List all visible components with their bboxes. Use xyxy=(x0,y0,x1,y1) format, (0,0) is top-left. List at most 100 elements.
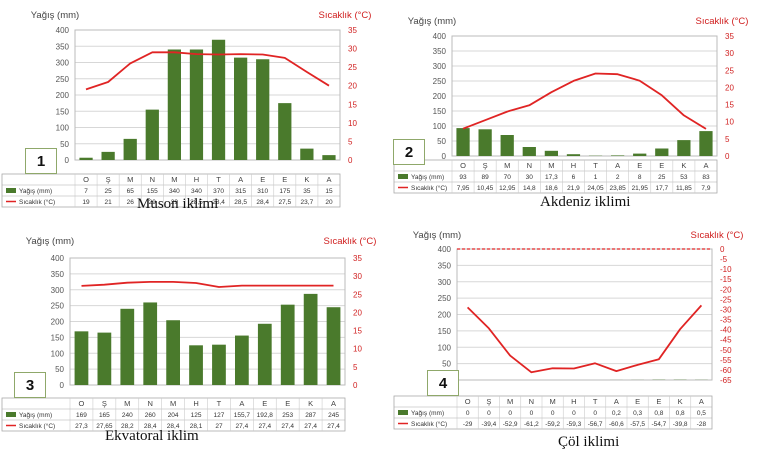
rain-value: 155 xyxy=(147,188,158,195)
temp-value: 27,4 xyxy=(327,423,340,430)
bar xyxy=(212,40,225,160)
rain-value: 89 xyxy=(482,174,490,181)
right-tick-label: 35 xyxy=(348,26,357,35)
rain-value: 70 xyxy=(504,174,512,181)
month-label: M xyxy=(170,399,176,408)
legend-rain-label: Yağış (mm) xyxy=(411,174,444,181)
month-label: T xyxy=(216,175,221,184)
rain-value: 0 xyxy=(508,410,512,417)
right-tick-label: 25 xyxy=(725,66,734,75)
month-label: A xyxy=(703,161,708,170)
temp-value: -59,2 xyxy=(545,421,560,428)
month-label: A xyxy=(699,397,704,406)
bar xyxy=(124,139,137,160)
rain-value: 17,3 xyxy=(545,174,558,181)
month-label: M xyxy=(171,175,177,184)
bar xyxy=(146,110,159,160)
right-tick-label: 15 xyxy=(725,101,734,110)
month-label: H xyxy=(571,161,576,170)
month-label: M xyxy=(550,397,556,406)
month-label: O xyxy=(83,175,89,184)
rain-value: 6 xyxy=(572,174,576,181)
legend-temp-label: Sıcaklık (°C) xyxy=(411,184,447,192)
right-tick-label: 20 xyxy=(725,83,734,92)
bar xyxy=(545,151,558,156)
temp-value: 27,3 xyxy=(75,423,88,430)
rain-value: 93 xyxy=(459,174,467,181)
month-label: N xyxy=(529,397,534,406)
month-label: A xyxy=(238,175,243,184)
bar xyxy=(258,324,272,385)
rain-value: 169 xyxy=(76,412,87,419)
legend-rain-swatch xyxy=(6,188,16,193)
month-label: M xyxy=(127,175,133,184)
left-tick-label: 150 xyxy=(438,327,452,336)
left-axis-title: Yağış (mm) xyxy=(31,10,79,21)
left-tick-label: 150 xyxy=(56,107,70,116)
month-label: E xyxy=(656,397,661,406)
left-tick-label: 0 xyxy=(60,381,65,390)
month-label: O xyxy=(465,397,471,406)
month-label: H xyxy=(571,397,576,406)
month-label: E xyxy=(260,175,265,184)
bar xyxy=(655,149,668,157)
bar xyxy=(567,154,580,156)
bar xyxy=(300,149,313,160)
temp-value: 14,8 xyxy=(523,185,536,192)
right-tick-label: 5 xyxy=(348,137,353,146)
chart-svg: Yağış (mm)Sıcaklık (°C)05010015020025030… xyxy=(392,8,757,218)
temperature-line xyxy=(82,282,334,287)
month-label: T xyxy=(593,161,598,170)
right-tick-label: -65 xyxy=(720,376,732,385)
month-label: T xyxy=(593,397,598,406)
left-tick-label: 400 xyxy=(438,245,452,254)
month-label: O xyxy=(79,399,85,408)
right-tick-label: 10 xyxy=(348,119,357,128)
temp-value: 21 xyxy=(105,199,113,206)
right-tick-label: -25 xyxy=(720,295,732,304)
left-tick-label: 200 xyxy=(51,318,65,327)
right-tick-label: 20 xyxy=(348,82,357,91)
caption-akdeniz: Akdeniz iklimi xyxy=(540,194,630,211)
left-tick-label: 400 xyxy=(56,26,70,35)
month-label: E xyxy=(262,399,267,408)
right-axis-title: Sıcaklık (°C) xyxy=(324,236,377,247)
bar xyxy=(677,140,690,156)
bar xyxy=(699,131,712,156)
right-tick-label: -45 xyxy=(720,336,732,345)
right-axis-title: Sıcaklık (°C) xyxy=(691,230,744,241)
left-tick-label: 150 xyxy=(433,107,447,116)
rain-value: 1 xyxy=(594,174,598,181)
left-tick-label: 200 xyxy=(56,91,70,100)
month-label: Ş xyxy=(483,161,488,170)
month-label: M xyxy=(124,399,130,408)
temp-value: -52,9 xyxy=(503,421,518,428)
legend-rain-swatch xyxy=(6,412,16,417)
left-tick-label: 350 xyxy=(56,42,70,51)
legend-rain-label: Yağış (mm) xyxy=(19,412,52,419)
left-tick-label: 250 xyxy=(433,77,447,86)
right-tick-label: -20 xyxy=(720,285,732,294)
rain-value: 310 xyxy=(257,188,268,195)
right-tick-label: 0 xyxy=(720,245,725,254)
temp-value: 12,95 xyxy=(499,185,516,192)
temp-value: -61,2 xyxy=(524,421,539,428)
left-tick-label: 300 xyxy=(433,62,447,71)
temp-value: -60,6 xyxy=(609,421,624,428)
temp-value: 27,4 xyxy=(236,423,249,430)
right-tick-label: 5 xyxy=(725,135,730,144)
bar xyxy=(189,345,203,385)
rain-value: 30 xyxy=(526,174,534,181)
rain-value: 287 xyxy=(305,412,316,419)
bar xyxy=(479,129,492,156)
left-tick-label: 350 xyxy=(438,261,452,270)
caption-muson: Muson iklimi xyxy=(137,196,218,213)
rain-value: 83 xyxy=(702,174,710,181)
month-label: M xyxy=(504,161,510,170)
legend-temp-label: Sıcaklık (°C) xyxy=(19,198,55,206)
month-label: A xyxy=(614,397,619,406)
month-label: Ş xyxy=(106,175,111,184)
bar xyxy=(304,294,318,385)
temp-value: -39,8 xyxy=(673,421,688,428)
right-tick-label: 20 xyxy=(353,308,362,317)
